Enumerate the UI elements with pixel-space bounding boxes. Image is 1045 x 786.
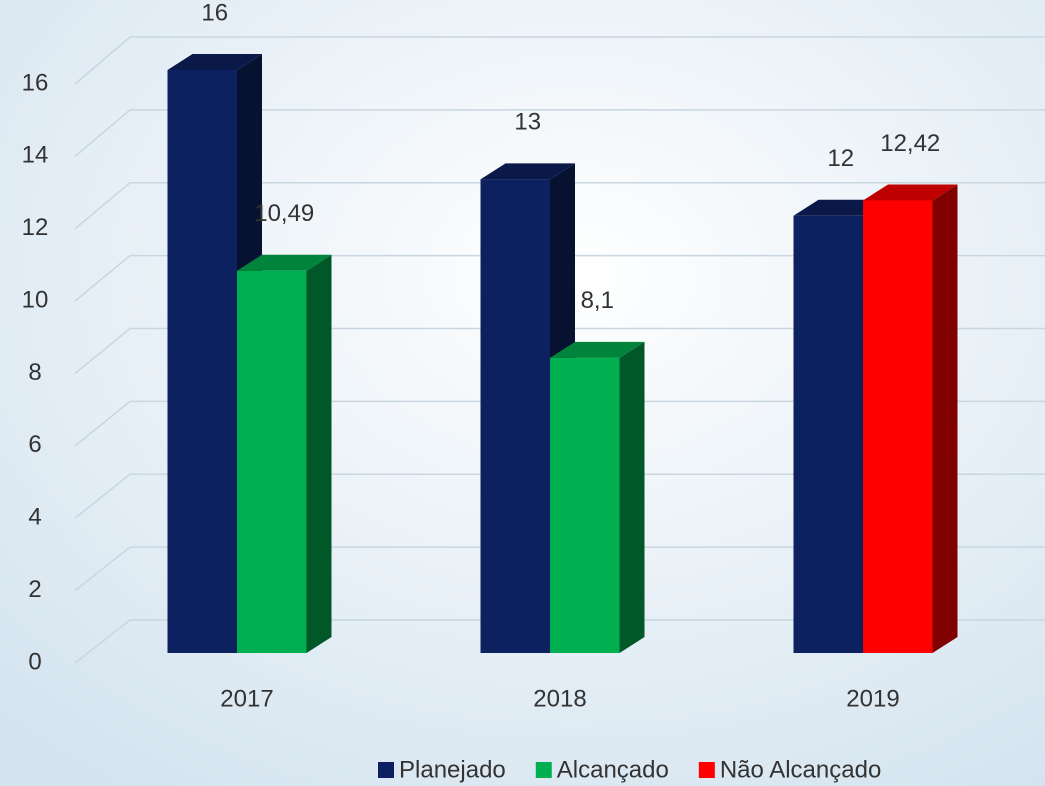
y-tick-label: 0 xyxy=(28,648,41,675)
y-tick-label: 8 xyxy=(28,359,41,386)
bar-side xyxy=(932,184,958,654)
bar xyxy=(480,179,550,653)
value-label: 8,1 xyxy=(581,287,614,314)
value-label: 13 xyxy=(514,109,541,136)
grid-line xyxy=(74,36,1045,85)
legend-swatch xyxy=(698,762,715,778)
value-label: 12 xyxy=(827,145,854,172)
x-tick-label: 2019 xyxy=(846,685,899,712)
bar-top xyxy=(237,254,332,271)
bar-top xyxy=(167,54,262,70)
legend-label: Alcançado xyxy=(557,756,669,783)
y-tick-label: 4 xyxy=(28,504,41,531)
y-tick-label: 2 xyxy=(28,576,41,603)
bar-top xyxy=(863,184,958,201)
grid-line xyxy=(74,182,1045,230)
y-tick-label: 6 xyxy=(28,431,41,458)
bar xyxy=(793,215,863,653)
legend-label: Não Alcançado xyxy=(720,756,881,783)
y-tick-label: 16 xyxy=(22,69,49,96)
bar xyxy=(550,357,620,653)
grid-line xyxy=(74,619,1045,664)
grid-line xyxy=(74,327,1045,375)
value-label: 12,42 xyxy=(880,130,940,157)
value-label: 10,49 xyxy=(254,200,314,227)
bar-side xyxy=(619,341,645,653)
x-tick-label: 2018 xyxy=(533,685,586,712)
grid-line xyxy=(74,254,1045,302)
value-label: 16 xyxy=(201,0,228,26)
grid-line xyxy=(74,546,1045,592)
legend-swatch xyxy=(535,762,552,778)
y-tick-label: 12 xyxy=(22,214,49,241)
bar-side xyxy=(306,254,332,653)
y-tick-label: 10 xyxy=(22,286,49,313)
bar-top xyxy=(550,341,645,358)
grid-line xyxy=(74,473,1045,519)
grid-line xyxy=(74,400,1045,447)
legend-swatch xyxy=(378,762,394,778)
bar xyxy=(863,200,933,654)
legend-label: Planejado xyxy=(399,756,506,783)
bar xyxy=(237,270,307,653)
y-tick-label: 14 xyxy=(22,142,49,169)
bar-top xyxy=(480,163,575,180)
x-tick-label: 2017 xyxy=(220,685,273,712)
bar xyxy=(167,70,237,653)
grid-line xyxy=(74,109,1045,157)
